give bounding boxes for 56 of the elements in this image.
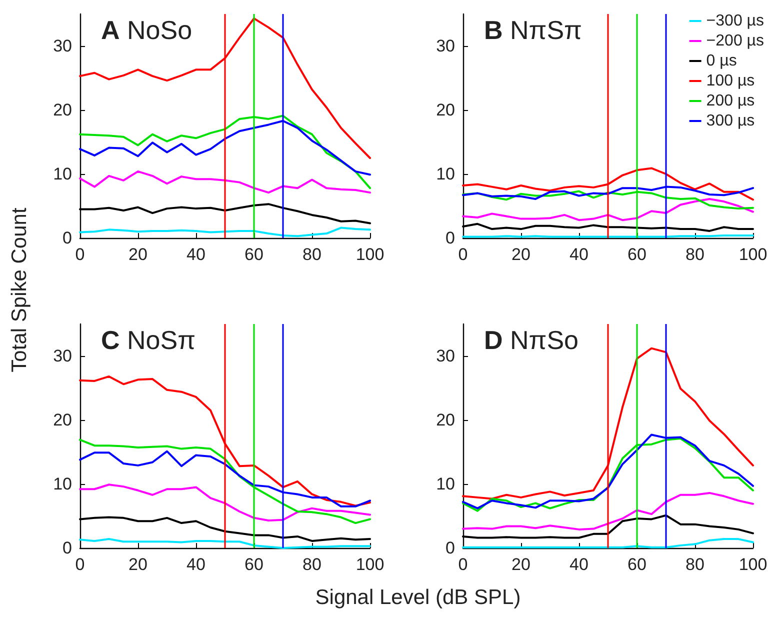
y-tick-label: 30 [53, 346, 72, 366]
chart-title: C NoSπ [101, 325, 196, 355]
y-tick-label: 0 [446, 228, 455, 248]
legend-label: −200 µs [706, 32, 764, 50]
x-tick-label: 80 [302, 245, 322, 264]
chart-title: A NoSo [101, 15, 192, 45]
y-tick-label: 30 [436, 36, 455, 56]
y-tick-label: 20 [436, 100, 455, 120]
y-axis-title: Total Spike Count [8, 206, 32, 374]
legend-label: 100 µs [706, 72, 755, 90]
chart-title: D NπSo [484, 325, 579, 355]
legend-label: 0 µs [706, 52, 737, 70]
x-tick-label: 20 [128, 245, 148, 264]
line-series [462, 198, 754, 222]
x-tick-label: 0 [458, 555, 468, 574]
x-tick-label: 40 [186, 245, 206, 264]
x-tick-label: 40 [570, 555, 588, 574]
y-tick-label: 10 [53, 474, 72, 494]
x-tick-label: 0 [458, 245, 468, 264]
y-tick-label: 0 [446, 538, 455, 558]
x-tick-label: 100 [738, 245, 768, 264]
y-tick-label: 20 [436, 410, 455, 430]
x-tick-label: 0 [75, 555, 85, 574]
y-tick-label: 20 [53, 410, 72, 430]
line-series [462, 492, 754, 530]
y-tick-label: 0 [62, 228, 72, 248]
x-tick-label: 60 [244, 245, 264, 264]
x-tick-label: 20 [512, 555, 530, 574]
x-tick-label: 100 [738, 555, 768, 574]
y-tick-label: 30 [436, 346, 455, 366]
y-tick-label: 10 [436, 164, 455, 184]
y-tick-label: 30 [53, 36, 72, 56]
x-tick-label: 60 [628, 555, 646, 574]
line-series [79, 170, 371, 194]
x-tick-label: 100 [356, 555, 384, 574]
y-tick-label: 20 [53, 100, 72, 120]
x-tick-label: 40 [186, 555, 206, 574]
x-tick-label: 0 [75, 245, 85, 264]
y-tick-label: 0 [62, 538, 72, 558]
x-tick-label: 40 [570, 245, 588, 264]
y-tick-label: 10 [53, 164, 72, 184]
x-tick-label: 20 [512, 245, 530, 264]
chart-title: B NπSπ [484, 15, 582, 45]
line-series [79, 484, 371, 522]
legend-label: 200 µs [706, 92, 755, 110]
legend-label: −300 µs [706, 12, 764, 30]
x-tick-label: 60 [628, 245, 646, 264]
x-tick-label: 100 [356, 245, 384, 264]
legend-label: 300 µs [706, 112, 755, 130]
x-tick-label: 60 [244, 555, 264, 574]
x-axis-title: Signal Level (dB SPL) [314, 586, 522, 610]
x-tick-label: 20 [128, 555, 148, 574]
x-tick-label: 80 [686, 245, 704, 264]
y-tick-label: 10 [436, 474, 455, 494]
x-tick-label: 80 [302, 555, 322, 574]
x-tick-label: 80 [686, 555, 704, 574]
